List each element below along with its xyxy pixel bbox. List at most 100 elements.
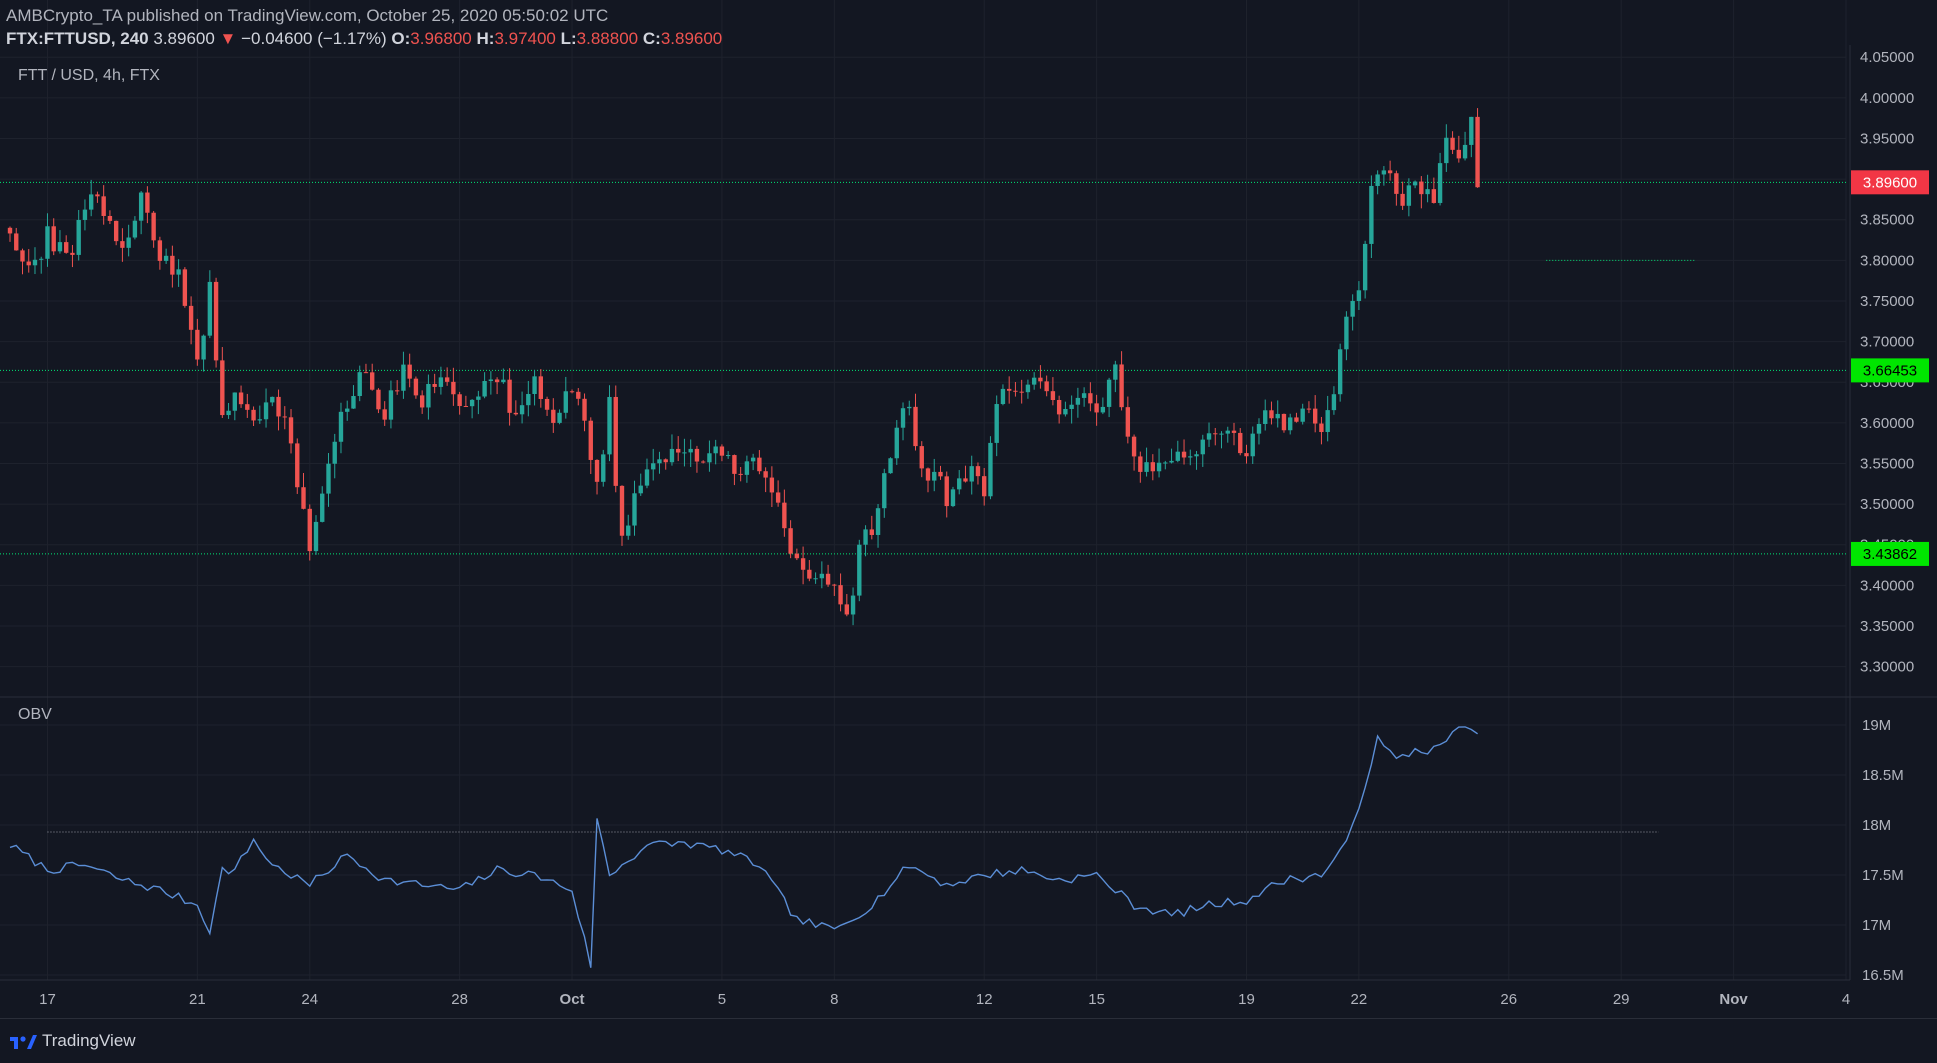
- candle-body: [1019, 391, 1024, 393]
- candle-body: [226, 410, 231, 416]
- candle-body: [538, 376, 544, 399]
- candle-body: [1050, 391, 1056, 400]
- candle-body: [1475, 116, 1480, 188]
- candle-body: [469, 399, 475, 407]
- candle-body: [14, 233, 19, 251]
- candle-body: [788, 528, 793, 554]
- candle-body: [1088, 393, 1093, 404]
- candle-body: [1131, 436, 1137, 457]
- obv-axis[interactable]: 19M 18.5M 18M 17.5M 17M 16.5M: [1862, 717, 1904, 984]
- price-badge: [1851, 170, 1929, 195]
- candle-body: [588, 420, 593, 460]
- time-tick-label: 21: [189, 991, 206, 1008]
- candle-body: [132, 220, 138, 238]
- candle-body: [370, 372, 375, 390]
- candle-body: [1350, 300, 1355, 317]
- candle-body: [963, 478, 968, 482]
- time-tick-label: 19: [1238, 991, 1255, 1008]
- candle-body: [576, 391, 581, 399]
- candle-body: [1144, 462, 1149, 472]
- candle-body: [932, 471, 937, 481]
- candle-body: [1113, 364, 1118, 380]
- candle-body: [376, 389, 381, 410]
- candle-body: [1156, 462, 1162, 472]
- candle-body: [925, 468, 931, 481]
- price-axis[interactable]: 4.050004.000003.950003.900003.850003.800…: [1860, 49, 1914, 675]
- candle-body: [488, 379, 494, 382]
- candle-body: [270, 396, 275, 403]
- candle-body: [1056, 399, 1062, 415]
- time-tick-label: 26: [1500, 991, 1517, 1008]
- candle-body: [232, 392, 238, 411]
- candle-body: [519, 405, 525, 415]
- candle-body: [844, 604, 850, 615]
- candle-body: [532, 376, 537, 394]
- candle-body: [401, 364, 406, 391]
- candle-body: [457, 394, 462, 407]
- candle-body: [813, 578, 818, 580]
- candle-body: [176, 269, 181, 275]
- candle-body: [832, 584, 837, 586]
- candle-body: [757, 457, 762, 472]
- candle-body: [419, 395, 425, 408]
- candle-body: [919, 446, 924, 469]
- candle-body: [70, 252, 75, 255]
- candle-body: [326, 463, 331, 494]
- candle-body: [1038, 377, 1043, 382]
- symbol: FTX:FTTUSD, 240: [6, 29, 149, 48]
- high-label: H:: [476, 29, 495, 48]
- candle-body: [151, 212, 156, 241]
- candle-body: [569, 391, 575, 393]
- candle-body: [994, 404, 999, 443]
- candle-body: [725, 455, 731, 457]
- candle-body: [1344, 316, 1349, 350]
- tradingview-logo-icon[interactable]: [8, 1031, 38, 1051]
- candle-body: [1025, 384, 1031, 393]
- candle-body: [1269, 410, 1274, 419]
- ohlc-legend: FTX:FTTUSD, 240 3.89600 ▼ −0.04600 (−1.1…: [6, 29, 722, 49]
- candle-body: [875, 508, 881, 535]
- low-value: 3.88800: [576, 29, 639, 48]
- candle-body: [1219, 433, 1224, 435]
- candle-body: [1013, 390, 1018, 392]
- candle-body: [276, 396, 281, 417]
- candle-body: [295, 443, 300, 488]
- candle-body: [1412, 181, 1418, 186]
- candle-body: [57, 242, 63, 252]
- candle-body: [744, 461, 750, 475]
- candle-body: [1281, 413, 1287, 431]
- time-axis[interactable]: 17 21 24 28 Oct 5 8 12 15 19 22 26 29 Nov 4: [39, 991, 1850, 1008]
- candle-body: [1125, 407, 1131, 437]
- price-badges: 3.89600 3.66453 3.43862: [1851, 170, 1929, 566]
- candle-body: [1150, 462, 1156, 472]
- obv-line: [9, 726, 1478, 968]
- price-change: −0.04600 (−1.17%): [241, 29, 387, 48]
- candle-body: [1387, 170, 1393, 174]
- candle-body: [1138, 456, 1143, 472]
- candle-body: [638, 485, 643, 494]
- price-badge: [1851, 358, 1929, 383]
- obv-tick-label: 18.5M: [1862, 767, 1904, 784]
- time-tick-label: 22: [1351, 991, 1368, 1008]
- close-label: C:: [642, 29, 661, 48]
- candle-body: [950, 489, 956, 507]
- candle-body: [707, 453, 712, 463]
- price-badge-label: 3.43862: [1863, 546, 1917, 563]
- candle-body: [313, 521, 319, 552]
- candle-body: [1444, 137, 1449, 164]
- candle-body: [613, 396, 618, 486]
- candle-body: [1275, 413, 1280, 419]
- candle-body: [1312, 408, 1318, 424]
- footer: TradingView: [0, 1018, 1937, 1063]
- tradingview-brand[interactable]: TradingView: [42, 1031, 136, 1050]
- price-badge-label: 3.66453: [1863, 362, 1917, 379]
- price-tick-label: 3.40000: [1860, 577, 1914, 594]
- last-price: 3.89600: [153, 29, 215, 48]
- candle-body: [394, 390, 400, 392]
- obv-tick-label: 19M: [1862, 717, 1891, 734]
- candle-body: [1256, 423, 1262, 434]
- high-value: 3.97400: [494, 29, 556, 48]
- candle-body: [1106, 379, 1112, 407]
- candle-body: [113, 220, 119, 242]
